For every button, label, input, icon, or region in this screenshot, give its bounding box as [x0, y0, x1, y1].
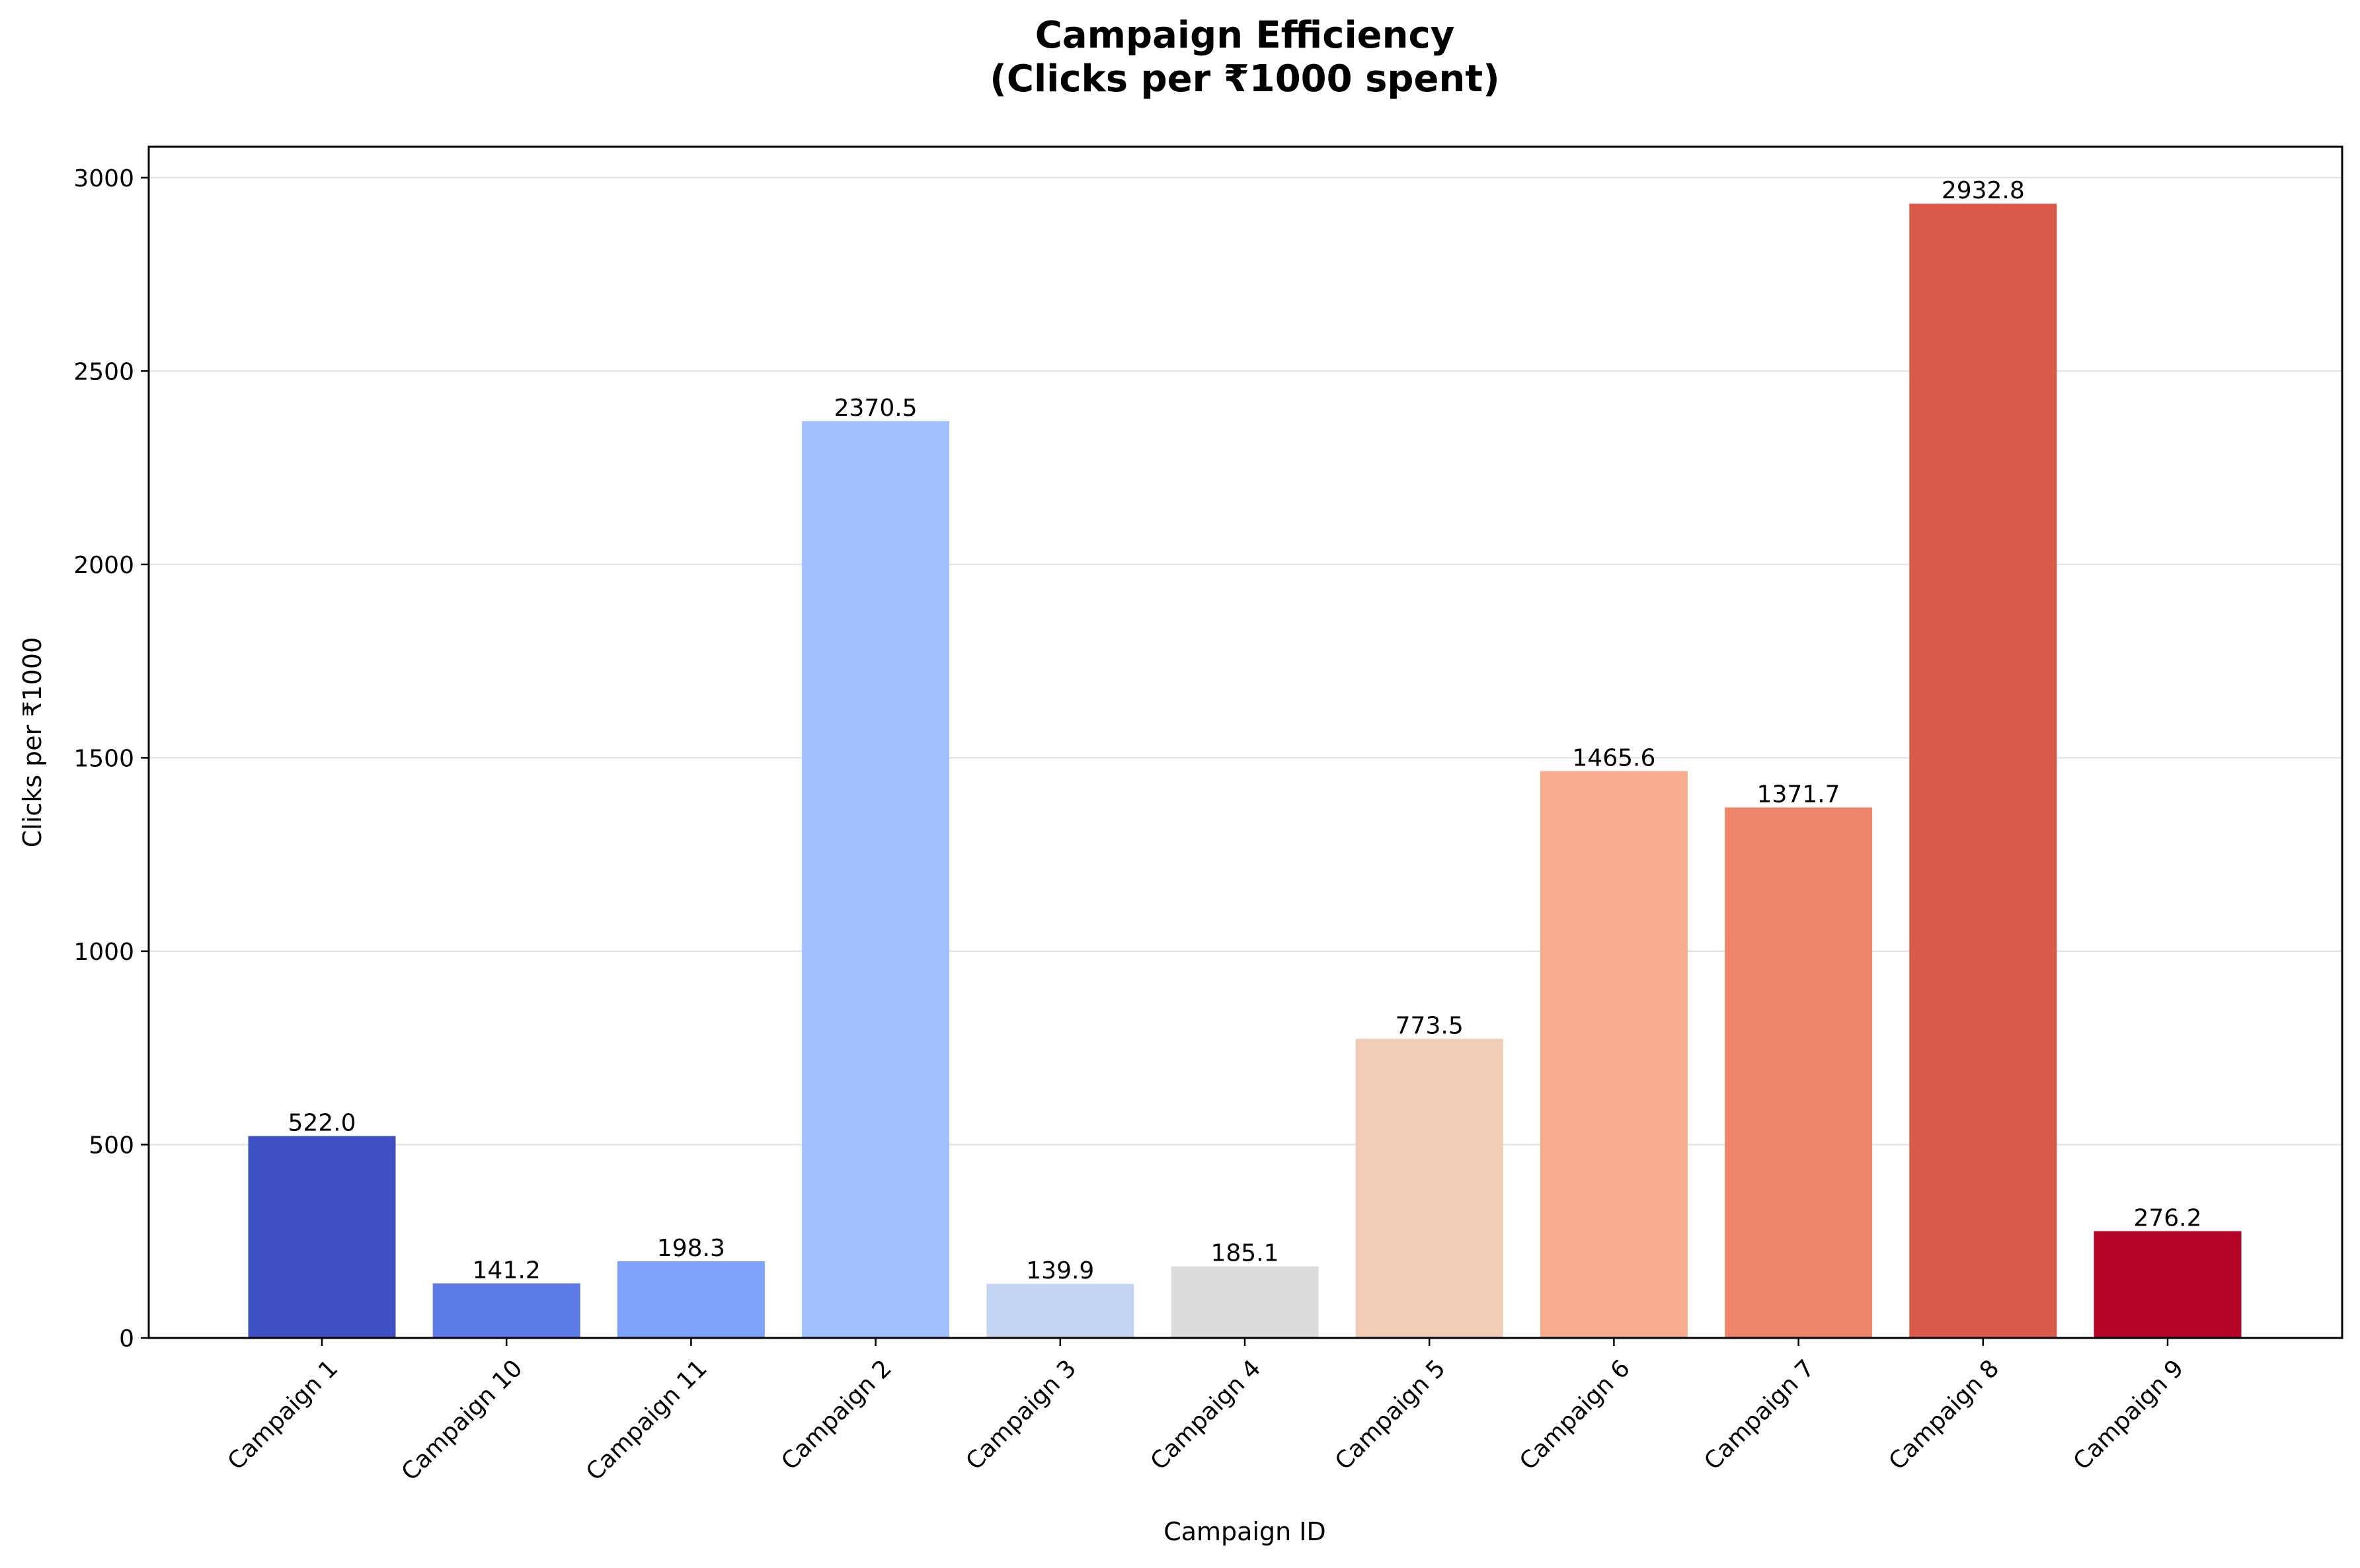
x-axis-label: Campaign ID [1163, 1517, 1326, 1546]
bar-value-label: 2370.5 [834, 395, 918, 422]
y-tick-label: 2000 [73, 552, 134, 579]
bar-value-label: 773.5 [1396, 1012, 1464, 1039]
x-tick-label: Campaign 4 [1146, 1354, 1267, 1475]
y-tick-label: 500 [89, 1132, 134, 1159]
x-axis: Campaign 1 Campaign 10 Campaign 11 Campaign… [223, 1338, 2189, 1486]
bar [1540, 771, 1688, 1338]
x-tick-label: Campaign 11 [581, 1354, 713, 1486]
bar [986, 1284, 1134, 1338]
bar [617, 1261, 765, 1338]
chart-title-line-2: (Clicks per ₹1000 spent) [990, 58, 1499, 100]
x-tick-label: Campaign 1 [223, 1354, 344, 1475]
bar [1725, 807, 1873, 1338]
plot-frame [147, 145, 2343, 1339]
bar [802, 421, 950, 1339]
x-tick-label: Campaign 7 [1699, 1354, 1820, 1475]
x-tick-label: Campaign 8 [1884, 1354, 2005, 1475]
bar-value-labels: 522.0 141.2 198.3 2370.5 139.9 185.1 773.5 1465… [288, 177, 2201, 1284]
bars [248, 204, 2242, 1339]
y-axis: 0 500 1000 1500 2000 2500 3000 [73, 165, 149, 1352]
bar-value-label: 1465.6 [1572, 745, 1655, 772]
x-tick-label: Campaign 10 [397, 1354, 528, 1486]
y-tick-label: 3000 [73, 165, 134, 192]
x-tick-label: Campaign 5 [1330, 1354, 1451, 1475]
bar-value-label: 2932.8 [1942, 177, 2025, 204]
bar [2094, 1231, 2242, 1338]
x-tick-label: Campaign 6 [1514, 1354, 1635, 1475]
x-tick-label: Campaign 9 [2068, 1354, 2189, 1475]
x-tick-label: Campaign 3 [961, 1354, 1082, 1475]
chart-title-line-1: Campaign Efficiency [1035, 14, 1454, 57]
x-tick-label: Campaign 2 [776, 1354, 897, 1475]
bar [1355, 1039, 1503, 1338]
y-tick-label: 0 [119, 1325, 134, 1352]
bar-value-label: 1371.7 [1757, 781, 1840, 808]
y-tick-label: 1000 [73, 939, 134, 966]
y-tick-label: 1500 [73, 745, 134, 772]
y-axis-label: Clicks per ₹1000 [18, 637, 47, 848]
bar [1909, 204, 2057, 1338]
bar [248, 1136, 396, 1338]
y-tick-label: 2500 [73, 358, 134, 385]
bar-value-label: 141.2 [473, 1257, 541, 1284]
bar-value-label: 276.2 [2133, 1204, 2201, 1232]
bar-value-label: 522.0 [288, 1110, 356, 1137]
bar-value-label: 185.1 [1210, 1240, 1278, 1267]
bar-value-label: 198.3 [657, 1235, 725, 1262]
bar-value-label: 139.9 [1026, 1257, 1094, 1284]
bar [432, 1283, 580, 1338]
bar [1171, 1266, 1319, 1338]
